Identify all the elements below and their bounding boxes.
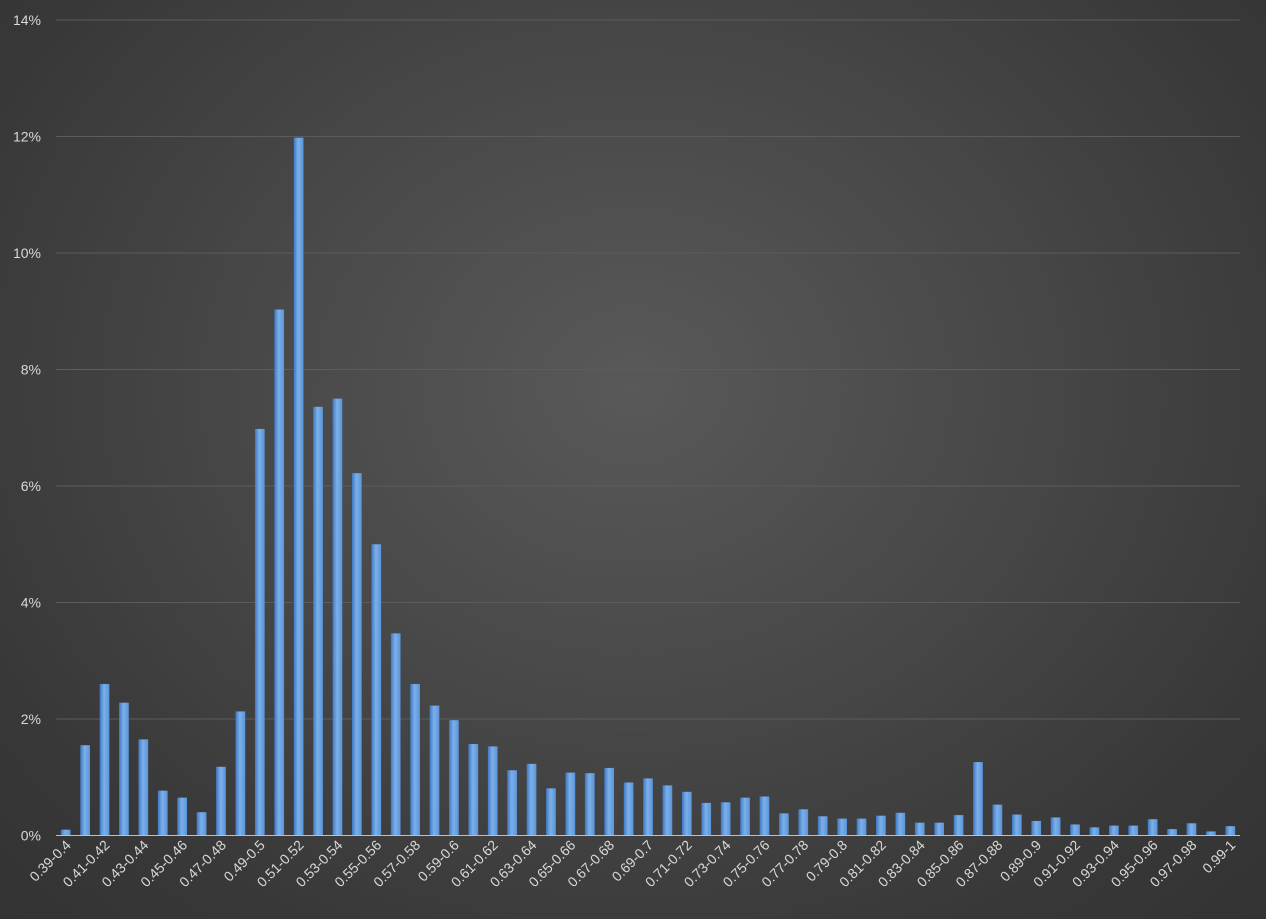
bar (759, 796, 770, 836)
bar (1206, 831, 1216, 836)
bar (410, 684, 420, 836)
bar (914, 822, 925, 836)
bar (216, 766, 226, 836)
y-tick-label: 8% (21, 362, 41, 378)
bar (992, 804, 1003, 836)
x-category-label: 0.99-1 (1199, 837, 1239, 877)
bar (1011, 814, 1022, 836)
bar (953, 815, 964, 836)
bars (60, 137, 1236, 836)
bar (313, 406, 323, 836)
bar (157, 790, 168, 836)
bar (662, 785, 673, 836)
bar (1225, 826, 1236, 836)
bar (332, 398, 343, 836)
bar (390, 633, 401, 836)
bar (119, 702, 129, 836)
bar (274, 309, 285, 836)
bar (371, 544, 382, 836)
bar (701, 802, 712, 836)
bar (1031, 820, 1042, 836)
bar (196, 812, 207, 836)
bar (798, 809, 809, 836)
bar (973, 762, 983, 836)
x-axis-category-labels: 0.39-0.40.41-0.420.43-0.440.45-0.460.47-… (26, 837, 1238, 890)
bar (487, 746, 498, 836)
y-tick-label: 12% (13, 129, 41, 145)
bar (80, 745, 90, 836)
bar (1167, 829, 1177, 836)
bar (449, 720, 459, 836)
bar (138, 739, 149, 836)
bar (352, 473, 362, 836)
bar (837, 818, 847, 836)
bar (584, 773, 595, 836)
bar (60, 829, 71, 836)
bar (507, 770, 517, 836)
y-axis-tick-labels: 0% 2% 4% 6% 8% 10% 12% 14% (13, 12, 41, 844)
bar (254, 428, 265, 836)
bar (604, 767, 615, 836)
bar (546, 788, 556, 836)
bar (895, 812, 906, 836)
y-tick-label: 14% (13, 12, 41, 28)
bar (856, 818, 867, 836)
y-tick-label: 10% (13, 245, 41, 261)
bar (293, 137, 304, 836)
bar (468, 744, 479, 836)
bar (1186, 823, 1197, 836)
bar (817, 816, 828, 836)
bar (740, 797, 750, 836)
bar (779, 813, 789, 836)
y-tick-label: 4% (21, 595, 41, 611)
bar (681, 791, 692, 836)
bar (1128, 825, 1139, 836)
bar (526, 763, 537, 836)
gridlines (56, 19, 1240, 720)
bar (429, 705, 440, 836)
y-tick-label: 6% (21, 478, 41, 494)
bar (623, 782, 634, 836)
bar (99, 684, 110, 836)
y-tick-label: 0% (21, 828, 41, 844)
y-tick-label: 2% (21, 711, 41, 727)
bar (565, 772, 576, 836)
bar (643, 778, 653, 836)
bar (235, 711, 246, 836)
bar (1050, 817, 1061, 836)
bar (1089, 827, 1100, 836)
bar (934, 822, 944, 836)
bar (1108, 825, 1119, 836)
bar (720, 802, 731, 836)
bar (876, 815, 886, 836)
bar (177, 797, 188, 836)
bar (1147, 819, 1158, 836)
bar (1070, 824, 1080, 836)
